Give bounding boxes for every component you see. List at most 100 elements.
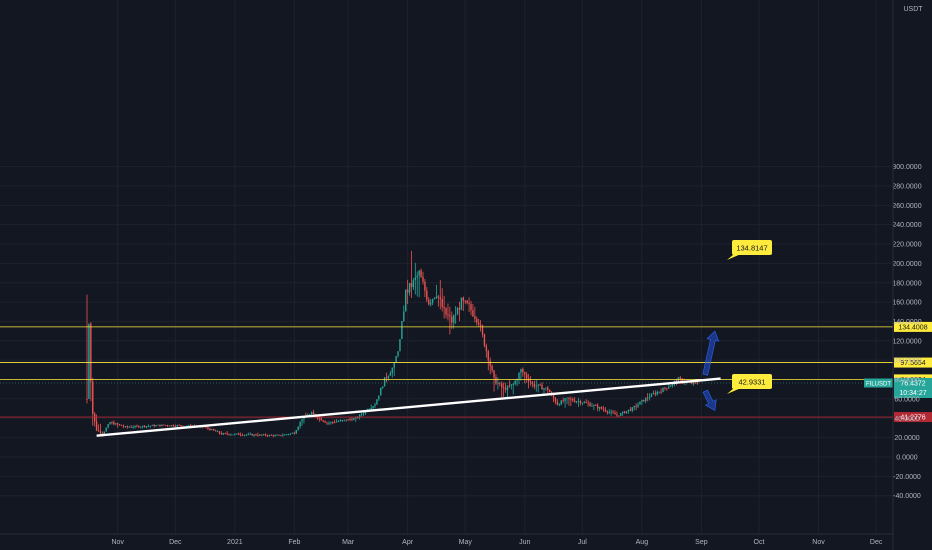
candle-body [597,405,599,409]
candle-body [502,387,505,389]
candle-body [126,426,129,427]
candle-body [274,435,276,437]
candle-body [320,418,322,421]
callout-pointer [727,388,741,394]
candle-body [650,393,653,397]
candle-body [341,420,344,421]
x-tick-label: Apr [402,539,414,546]
candle-body [310,412,313,415]
candle-body [276,434,278,436]
candle-body [422,276,424,282]
candle-body [573,400,576,402]
candle-body [645,397,647,402]
candle-body [598,406,601,409]
candle-body [514,380,516,385]
candle-body [170,425,173,426]
candle-body [381,386,384,388]
level-price-tag[interactable] [894,412,932,423]
candle-body [328,422,330,424]
candle-body [130,426,132,428]
symbol-tag[interactable] [864,378,893,388]
projection-arrow-down[interactable] [702,389,717,412]
symbol-tag-text: FILUSDT [866,382,891,388]
candle-body [324,421,326,423]
candle-body [184,425,186,427]
candle-body [487,351,489,361]
price-axis[interactable]: 300.0000 280.0000 260.0000 240.0000 220.0000… [892,0,923,550]
chart-drawings[interactable]: 134.8147 42.9331 [96,240,772,437]
y-tick-label: 280.0000 [892,183,921,190]
y-tick-label: 60.0000 [894,396,919,403]
candle-body [583,401,585,403]
candle-body [95,421,98,431]
candle-body [623,411,626,414]
candle-body [92,381,94,414]
candle-body [545,387,547,389]
level-price-tag[interactable] [894,321,932,332]
y-tick-label: 220.0000 [892,242,921,249]
candle-body [266,435,269,437]
level-price-text: 41.2776 [900,415,925,422]
candle-body [441,298,443,307]
candle-body [604,409,607,412]
time-axis[interactable]: Nov Dec 2021 Feb Mar Apr May Jun Jul Aug Sep Oct Nov… [0,533,893,546]
callout-pointer [727,254,741,260]
last-price-tag[interactable] [894,378,932,399]
candle-body [105,427,107,432]
candle-body [449,315,451,317]
candle-body [207,427,209,429]
candle-body [627,409,630,412]
candle-body [472,310,474,317]
candle-body [259,434,261,436]
candle-body [151,424,153,426]
projection-arrow-up[interactable] [702,330,720,376]
y-tick-label: 40.0000 [894,416,919,423]
candle-body [568,397,570,399]
candle-body [572,399,574,401]
trendline[interactable] [96,377,721,437]
x-tick-label: Sep [695,539,708,546]
candle-body [339,420,342,422]
x-tick-label: Oct [754,539,765,546]
candle-body [405,289,407,312]
candle-body [360,414,363,415]
candle-body [625,411,628,414]
candle-body [122,425,125,427]
candle-body [257,435,259,437]
candle-body [322,420,324,422]
candle-body [264,434,267,436]
candle-body [512,384,514,385]
candle-body [641,399,643,402]
candle-body [145,426,148,427]
x-tick-label: Dec [870,539,883,546]
candle-body [141,425,144,427]
candle-body [107,424,109,428]
x-tick-label: 2021 [227,539,243,546]
countdown-text: 10:34:27 [899,390,926,397]
candle-body [355,417,357,419]
candle-body [648,396,651,398]
callout-box[interactable] [732,374,772,389]
callout-box[interactable] [732,240,772,255]
candle-body [241,435,244,436]
level-price-tag[interactable] [894,357,932,368]
candle-body [637,404,639,407]
candle-body [326,422,328,424]
candle-body [575,401,578,403]
candle-body [616,414,618,416]
candle-body [216,431,219,433]
candle-body [693,381,695,384]
candle-body [560,400,562,405]
candle-body [295,430,297,434]
y-tick-label: 120.0000 [892,338,921,345]
candle-body [531,382,534,384]
candle-body [437,296,440,298]
candle-body [136,425,138,427]
candle-body [431,298,434,303]
candle-body [117,423,119,425]
candle-body [477,322,480,325]
candle-body [318,418,321,419]
candle-body [447,314,449,316]
candle-body [389,372,392,376]
